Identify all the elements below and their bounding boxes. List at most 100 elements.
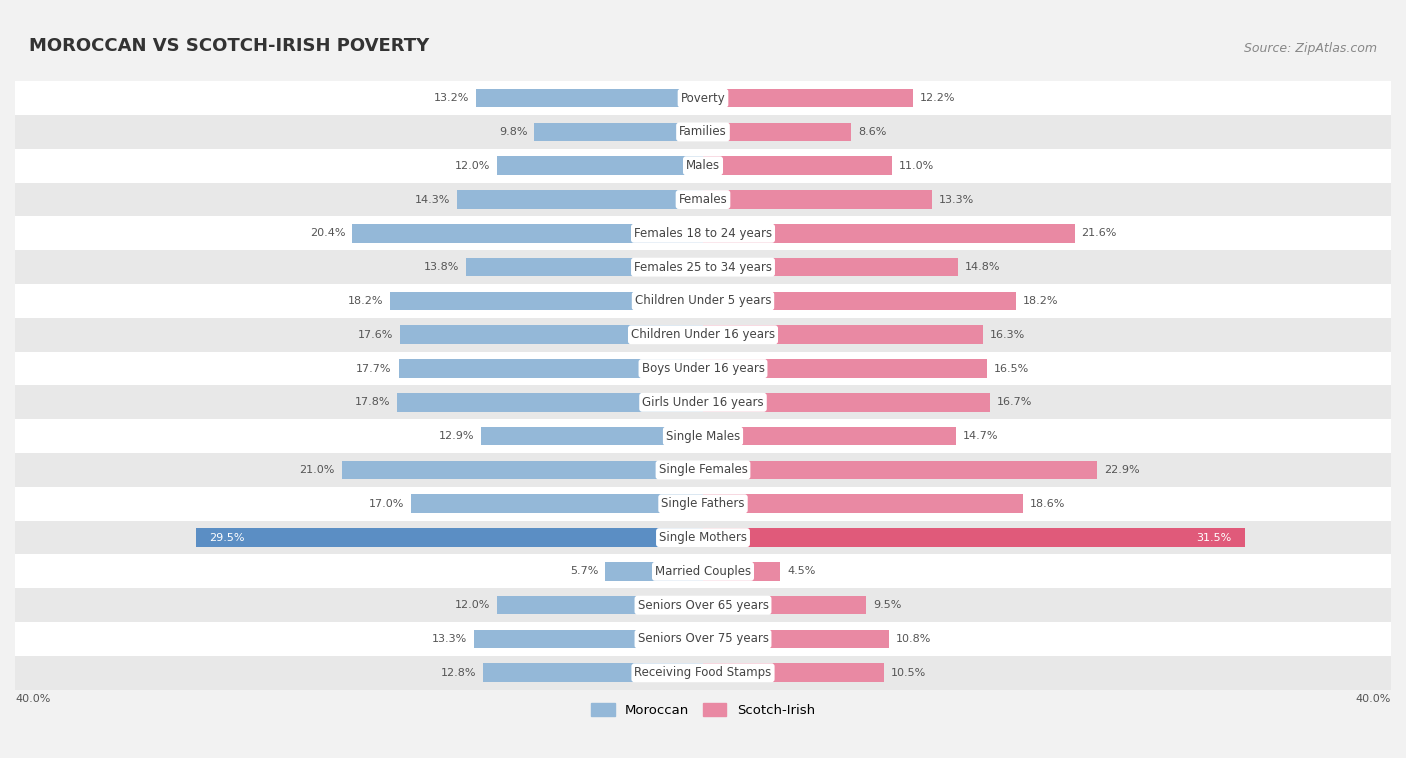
Text: 20.4%: 20.4% (309, 228, 346, 238)
Bar (703, 190, 932, 209)
Text: 14.8%: 14.8% (965, 262, 1000, 272)
Text: 12.0%: 12.0% (454, 600, 489, 610)
Bar (703, 562, 780, 581)
Text: 17.8%: 17.8% (354, 397, 389, 407)
Text: 16.3%: 16.3% (990, 330, 1025, 340)
Text: 17.7%: 17.7% (356, 364, 392, 374)
Text: 29.5%: 29.5% (209, 533, 245, 543)
Text: Receiving Food Stamps: Receiving Food Stamps (634, 666, 772, 679)
Text: 16.5%: 16.5% (994, 364, 1029, 374)
Text: 17.6%: 17.6% (359, 330, 394, 340)
Bar (703, 528, 1244, 547)
Bar (605, 562, 703, 581)
Bar (15, 284, 1391, 318)
Text: 12.9%: 12.9% (439, 431, 474, 441)
Bar (15, 115, 1391, 149)
Bar (15, 352, 1391, 386)
Text: Poverty: Poverty (681, 92, 725, 105)
Text: 21.0%: 21.0% (299, 465, 335, 475)
Bar (534, 123, 703, 141)
Bar (703, 123, 851, 141)
Bar (481, 427, 703, 446)
Text: Females 25 to 34 years: Females 25 to 34 years (634, 261, 772, 274)
Bar (15, 656, 1391, 690)
Bar (15, 419, 1391, 453)
Bar (352, 224, 703, 243)
Bar (703, 258, 957, 277)
Bar (703, 427, 956, 446)
Bar (703, 292, 1017, 310)
Bar (703, 663, 883, 682)
Bar (15, 318, 1391, 352)
Text: Single Females: Single Females (658, 463, 748, 477)
Bar (496, 596, 703, 615)
Text: 13.3%: 13.3% (939, 195, 974, 205)
Text: 31.5%: 31.5% (1195, 533, 1232, 543)
Bar (15, 521, 1391, 554)
Text: 14.7%: 14.7% (963, 431, 998, 441)
Text: 10.5%: 10.5% (890, 668, 925, 678)
Bar (15, 554, 1391, 588)
Text: Males: Males (686, 159, 720, 172)
Text: 9.8%: 9.8% (499, 127, 527, 137)
Bar (15, 81, 1391, 115)
Bar (496, 156, 703, 175)
Bar (15, 217, 1391, 250)
Bar (703, 156, 893, 175)
Legend: Moroccan, Scotch-Irish: Moroccan, Scotch-Irish (586, 697, 820, 722)
Text: 14.3%: 14.3% (415, 195, 450, 205)
Text: Source: ZipAtlas.com: Source: ZipAtlas.com (1244, 42, 1378, 55)
Text: 12.0%: 12.0% (454, 161, 489, 171)
Bar (703, 596, 866, 615)
Bar (482, 663, 703, 682)
Bar (15, 588, 1391, 622)
Text: Married Couples: Married Couples (655, 565, 751, 578)
Bar (15, 149, 1391, 183)
Text: 10.8%: 10.8% (896, 634, 931, 644)
Text: 8.6%: 8.6% (858, 127, 886, 137)
Text: Boys Under 16 years: Boys Under 16 years (641, 362, 765, 375)
Bar (703, 325, 983, 344)
Bar (703, 359, 987, 377)
Text: Single Males: Single Males (666, 430, 740, 443)
Text: MOROCCAN VS SCOTCH-IRISH POVERTY: MOROCCAN VS SCOTCH-IRISH POVERTY (28, 36, 429, 55)
Text: Females 18 to 24 years: Females 18 to 24 years (634, 227, 772, 240)
Text: Seniors Over 65 years: Seniors Over 65 years (637, 599, 769, 612)
Bar (703, 224, 1074, 243)
Bar (15, 622, 1391, 656)
Bar (15, 453, 1391, 487)
Text: 18.6%: 18.6% (1029, 499, 1066, 509)
Bar (474, 630, 703, 648)
Text: 11.0%: 11.0% (898, 161, 935, 171)
Text: 9.5%: 9.5% (873, 600, 901, 610)
Bar (465, 258, 703, 277)
Text: 5.7%: 5.7% (569, 566, 598, 576)
Text: 40.0%: 40.0% (1355, 694, 1391, 703)
Text: Girls Under 16 years: Girls Under 16 years (643, 396, 763, 409)
Bar (15, 250, 1391, 284)
Bar (401, 325, 703, 344)
Text: 21.6%: 21.6% (1081, 228, 1116, 238)
Bar (398, 359, 703, 377)
Text: Seniors Over 75 years: Seniors Over 75 years (637, 632, 769, 646)
Bar (703, 494, 1024, 513)
Text: Females: Females (679, 193, 727, 206)
Text: 4.5%: 4.5% (787, 566, 815, 576)
Text: 18.2%: 18.2% (1024, 296, 1059, 306)
Bar (411, 494, 703, 513)
Bar (703, 89, 912, 108)
Bar (703, 393, 990, 412)
Bar (477, 89, 703, 108)
Bar (396, 393, 703, 412)
Text: 13.3%: 13.3% (432, 634, 467, 644)
Text: 18.2%: 18.2% (347, 296, 382, 306)
Text: 12.2%: 12.2% (920, 93, 955, 103)
Text: Families: Families (679, 125, 727, 139)
Text: Children Under 16 years: Children Under 16 years (631, 328, 775, 341)
Text: 16.7%: 16.7% (997, 397, 1032, 407)
Text: 12.8%: 12.8% (440, 668, 477, 678)
Bar (15, 386, 1391, 419)
Text: 22.9%: 22.9% (1104, 465, 1139, 475)
Bar (703, 461, 1097, 479)
Text: Single Mothers: Single Mothers (659, 531, 747, 544)
